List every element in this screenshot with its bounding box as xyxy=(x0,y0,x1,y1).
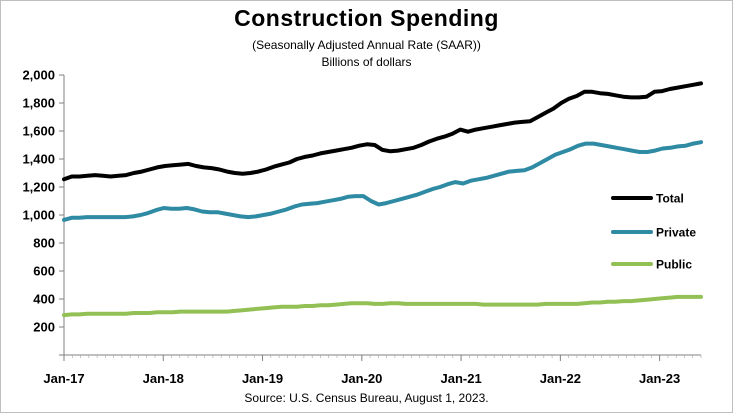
y-tick-label: 800 xyxy=(33,236,55,251)
legend-label-private: Private xyxy=(656,226,696,240)
y-tick-label: 1,000 xyxy=(22,208,55,223)
y-tick-label: 600 xyxy=(33,264,55,279)
y-tick-label: 1,600 xyxy=(22,124,55,139)
x-tick-label: Jan-19 xyxy=(242,371,283,386)
y-tick-label: 1,400 xyxy=(22,152,55,167)
x-tick-label: Jan-20 xyxy=(341,371,382,386)
x-tick-label: Jan-17 xyxy=(43,371,84,386)
legend-label-public: Public xyxy=(656,258,692,272)
chart-title: Construction Spending xyxy=(234,5,499,31)
y-tick-label: 1,200 xyxy=(22,180,55,195)
y-tick-label: 1,800 xyxy=(22,96,55,111)
series-line-public xyxy=(62,294,703,318)
x-tick-label: Jan-18 xyxy=(143,371,184,386)
chart-source: Source: U.S. Census Bureau, August 1, 20… xyxy=(244,391,489,405)
y-tick-label: 200 xyxy=(33,320,55,335)
chart-subtitle: (Seasonally Adjusted Annual Rate (SAAR)) xyxy=(252,38,481,52)
x-tick-label: Jan-22 xyxy=(540,371,581,386)
x-tick-label: Jan-21 xyxy=(440,371,481,386)
series-line-total xyxy=(62,81,703,182)
chart-units: Billions of dollars xyxy=(321,55,412,69)
legend-label-total: Total xyxy=(656,192,684,206)
y-tick-label: 2,000 xyxy=(22,68,55,83)
series-line-private xyxy=(62,140,703,222)
x-tick-label: Jan-23 xyxy=(639,371,680,386)
y-tick-label: 400 xyxy=(33,292,55,307)
